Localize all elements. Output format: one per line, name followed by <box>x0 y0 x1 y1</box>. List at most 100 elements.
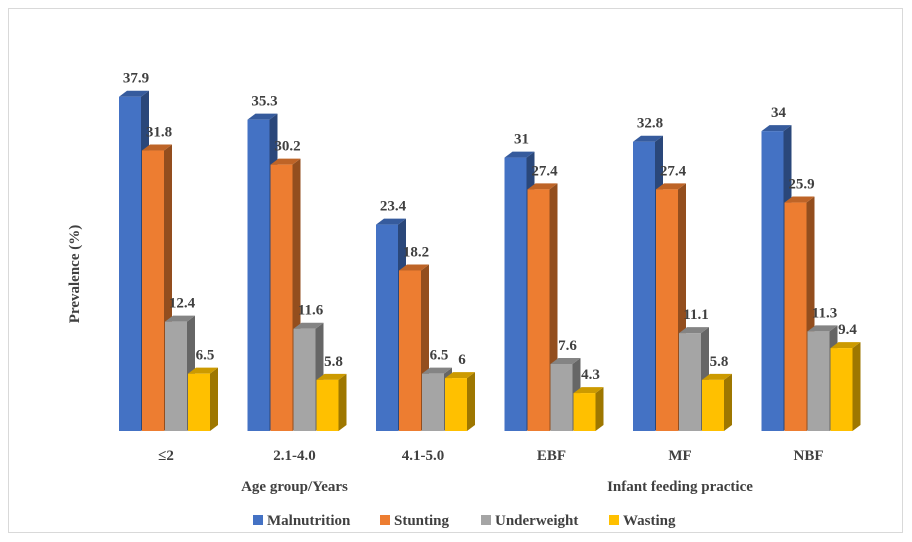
value-label: 34 <box>771 105 787 121</box>
bar-top <box>656 183 686 190</box>
bar-underweight-1 <box>293 322 324 431</box>
value-label: 6.5 <box>196 348 215 364</box>
bar-front <box>422 373 444 431</box>
bar-front <box>293 328 316 431</box>
bar-front <box>142 150 164 432</box>
value-label: 12.4 <box>169 296 196 312</box>
bar-side <box>852 342 861 431</box>
bar-top <box>445 372 475 379</box>
bar-top <box>550 357 581 364</box>
bar-top <box>270 158 301 165</box>
bar-top <box>633 135 663 142</box>
y-axis-label: Prevalence (%) <box>67 225 83 323</box>
value-label: 31 <box>514 132 529 148</box>
value-label: 5.8 <box>710 354 729 370</box>
bar-front <box>247 119 270 432</box>
bar-wasting-3 <box>573 387 604 431</box>
legend-label: Malnutrition <box>267 513 351 529</box>
bar-top <box>761 125 792 132</box>
bar-top <box>807 325 838 332</box>
category-label: EBF <box>537 448 566 464</box>
group-label: Infant feeding practice <box>607 479 753 495</box>
value-label: 5.8 <box>324 354 343 370</box>
legend-label: Underweight <box>495 513 578 529</box>
bar-top <box>830 342 861 349</box>
group-labels-layer: Age group/Years Infant feeding practice <box>241 479 753 495</box>
legend-label: Wasting <box>623 513 676 529</box>
legend-swatch <box>481 515 491 525</box>
legend-item-underweight: Underweight <box>481 513 578 529</box>
category-label: 2.1-4.0 <box>273 448 316 464</box>
category-label: ≤2 <box>158 448 174 464</box>
bar-front <box>270 164 293 432</box>
bar-front <box>807 331 830 431</box>
bar-front <box>445 378 467 431</box>
bar-front <box>527 189 550 431</box>
bar-top <box>702 373 732 380</box>
bar-side <box>595 387 604 431</box>
bar-top <box>165 315 195 322</box>
value-label: 25.9 <box>788 177 814 193</box>
category-label: MF <box>668 448 691 464</box>
bars-layer <box>119 90 861 432</box>
value-label: 11.1 <box>683 307 708 323</box>
bar-wasting-0 <box>188 367 218 431</box>
bar-front <box>376 224 398 431</box>
value-label: 7.6 <box>558 338 577 354</box>
value-label: 6.5 <box>430 348 449 364</box>
bar-side <box>338 373 347 431</box>
value-label: 31.8 <box>146 125 172 141</box>
bar-front <box>679 333 701 431</box>
category-ticks-layer: ≤2 2.1-4.0 4.1-5.0 EBF MF NBF <box>158 448 823 464</box>
bar-front <box>761 131 784 431</box>
value-label: 9.4 <box>838 322 857 338</box>
bar-front <box>784 202 807 431</box>
legend: Malnutrition Stunting Underweight Wasting <box>253 513 676 529</box>
bar-front <box>119 96 141 432</box>
value-label: 27.4 <box>660 163 687 179</box>
legend-swatch <box>380 515 390 525</box>
bar-side <box>724 373 732 431</box>
bar-top <box>142 144 172 151</box>
value-labels-layer: 37.9 31.8 12.4 6.5 35.3 30.2 11.6 5.8 23.4 18.2 6.… <box>123 71 858 383</box>
value-label: 32.8 <box>637 116 663 132</box>
value-label: 35.3 <box>251 94 277 110</box>
category-label: NBF <box>794 448 824 464</box>
bar-wasting-4 <box>702 373 732 431</box>
legend-item-malnutrition: Malnutrition <box>253 513 351 529</box>
bar-chart: 37.9 31.8 12.4 6.5 35.3 30.2 11.6 5.8 23.4 18.2 6.… <box>67 71 861 529</box>
bar-front <box>830 348 853 431</box>
bar-top <box>119 90 149 97</box>
legend-swatch <box>609 515 619 525</box>
bar-top <box>504 151 535 158</box>
value-label: 30.2 <box>274 139 300 155</box>
bar-wasting-1 <box>316 373 347 431</box>
value-label: 11.6 <box>298 303 324 319</box>
legend-swatch <box>253 515 263 525</box>
bar-top <box>784 196 815 203</box>
bar-front <box>316 379 339 431</box>
bar-front <box>573 393 596 431</box>
bar-top <box>247 113 278 120</box>
bar-front <box>702 379 724 431</box>
bar-front <box>399 270 421 431</box>
legend-label: Stunting <box>394 513 450 529</box>
category-label: 4.1-5.0 <box>402 448 445 464</box>
bar-front <box>504 157 527 431</box>
chart-frame: 37.9 31.8 12.4 6.5 35.3 30.2 11.6 5.8 23.4 18.2 6.… <box>8 8 903 533</box>
bar-front <box>633 141 655 432</box>
value-label: 4.3 <box>581 367 600 383</box>
bar-top <box>573 387 604 394</box>
bar-top <box>679 327 709 334</box>
bar-front <box>165 321 187 431</box>
bar-side <box>210 367 218 431</box>
bar-wasting-2 <box>445 372 475 431</box>
bar-top <box>188 367 218 374</box>
bar-top <box>422 367 452 374</box>
group-label: Age group/Years <box>241 479 348 495</box>
bar-top <box>316 373 347 380</box>
legend-item-wasting: Wasting <box>609 513 676 529</box>
value-label: 18.2 <box>403 244 429 260</box>
bar-front <box>656 189 678 431</box>
bar-top <box>376 218 406 225</box>
